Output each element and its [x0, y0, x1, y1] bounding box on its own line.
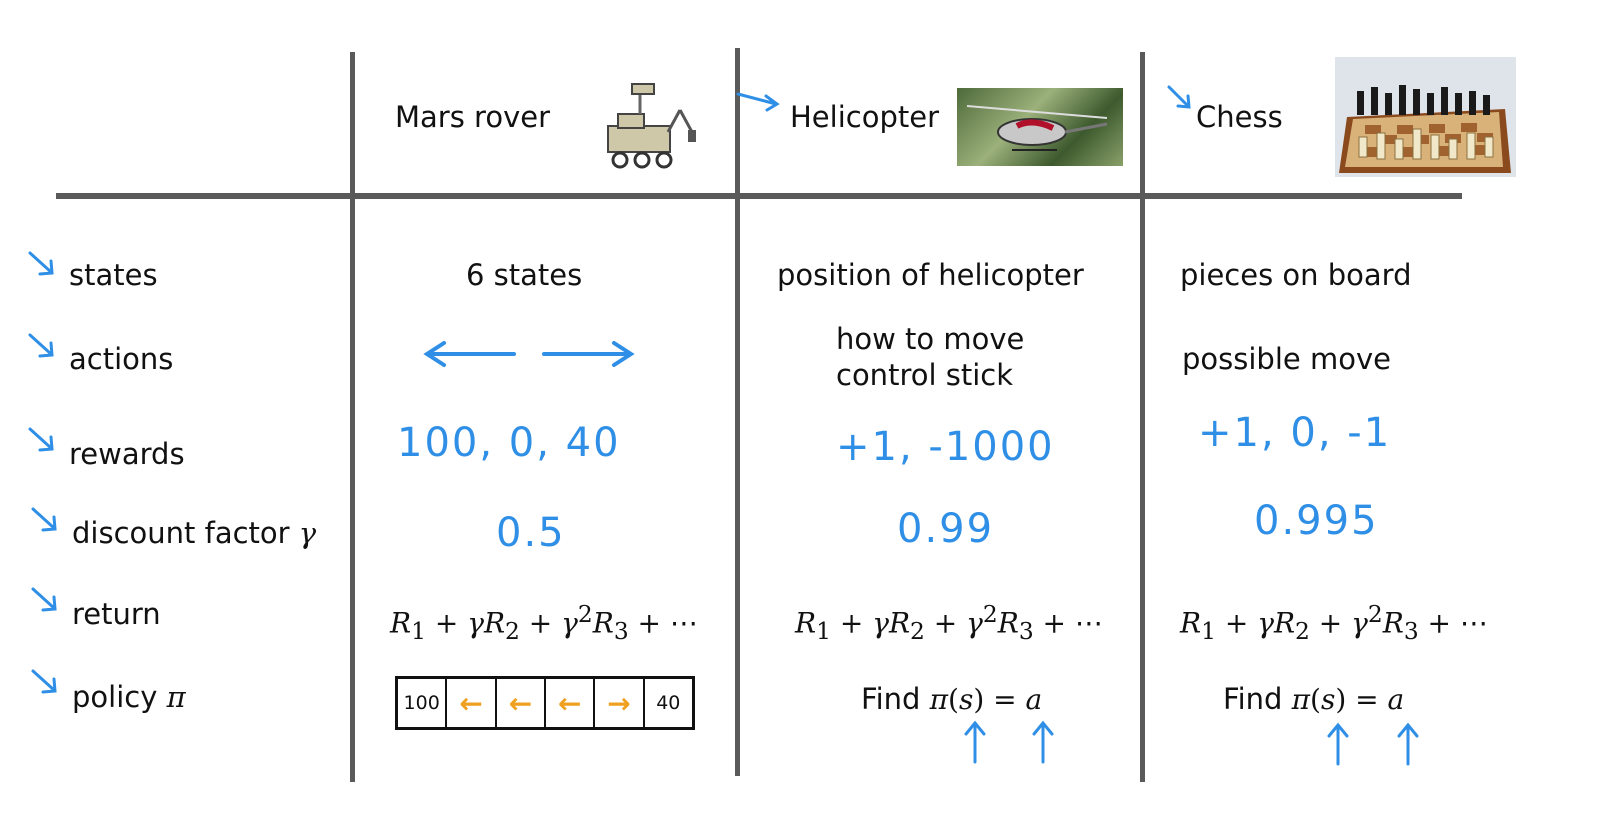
policy-cell-left-arrow: ←: [447, 679, 496, 727]
up-arrow-icon: [1031, 720, 1055, 764]
pi-symbol: π: [167, 680, 186, 714]
chess-discount: 0.995: [1254, 498, 1379, 544]
helicopter-states: position of helicopter: [777, 258, 1084, 292]
column-divider-1: [350, 52, 355, 782]
chess-policy: Find π(s) = a: [1223, 682, 1404, 716]
chessboard-photo: [1335, 57, 1516, 177]
policy-cell-reward-right: 40: [645, 679, 692, 727]
gamma-symbol: γ: [299, 516, 316, 550]
helicopter-actions-line2: control stick: [836, 358, 1013, 392]
helicopter-rewards: +1, -1000: [836, 424, 1055, 470]
check-arrow-icon: [27, 426, 59, 456]
policy-formula: π(s) = a: [930, 683, 1043, 716]
column-title-helicopter: Helicopter: [790, 100, 939, 134]
find-text: Find: [861, 682, 920, 716]
row-label-return: return: [72, 597, 161, 631]
header-divider: [56, 193, 1462, 199]
chess-rewards: +1, 0, -1: [1198, 410, 1391, 456]
up-arrow-icon: [963, 720, 987, 764]
check-arrow-icon: [30, 668, 62, 698]
chess-actions: possible move: [1182, 342, 1391, 376]
row-label-discount-factor: discount factor γ: [72, 516, 316, 550]
policy-text: policy: [72, 680, 157, 714]
policy-cell-right-arrow: →: [595, 679, 644, 727]
column-divider-3: [1140, 52, 1145, 782]
policy-cell-left-arrow: ←: [497, 679, 546, 727]
helicopter-policy: Find π(s) = a: [861, 682, 1042, 716]
row-label-states: states: [69, 258, 158, 292]
helicopter-return-formula: R1 + γR2 + γ2R3 + ⋯: [795, 600, 1103, 645]
policy-cell-reward-left: 100: [398, 679, 447, 727]
check-arrow-icon: [736, 88, 782, 114]
check-arrow-icon: [27, 250, 59, 280]
helicopter-discount: 0.99: [897, 506, 994, 552]
mars-return-formula: R1 + γR2 + γ2R3 + ⋯: [390, 600, 698, 645]
column-divider-2: [735, 48, 740, 776]
mars-discount: 0.5: [496, 510, 566, 556]
policy-cell-left-arrow: ←: [546, 679, 595, 727]
check-arrow-icon: [30, 586, 62, 616]
up-arrow-icon: [1326, 722, 1350, 766]
right-arrow-icon: [540, 340, 636, 368]
row-label-rewards: rewards: [69, 437, 185, 471]
helicopter-photo: [957, 88, 1123, 166]
mars-rewards: 100, 0, 40: [397, 420, 621, 466]
check-arrow-icon: [27, 332, 59, 362]
up-arrow-icon: [1396, 722, 1420, 766]
row-label-actions: actions: [69, 342, 173, 376]
chess-states: pieces on board: [1180, 258, 1412, 292]
discount-factor-text: discount factor: [72, 516, 290, 550]
mars-states: 6 states: [466, 258, 582, 292]
left-arrow-icon: [422, 340, 518, 368]
check-arrow-icon: [30, 506, 62, 536]
column-title-mars-rover: Mars rover: [395, 100, 550, 134]
column-title-chess: Chess: [1196, 100, 1283, 134]
policy-formula: π(s) = a: [1292, 683, 1405, 716]
row-label-policy: policy π: [72, 680, 186, 714]
mars-rover-icon: [604, 82, 700, 174]
find-text: Find: [1223, 682, 1282, 716]
chess-return-formula: R1 + γR2 + γ2R3 + ⋯: [1180, 600, 1488, 645]
mars-policy-grid: 100 ← ← ← → 40: [395, 676, 695, 730]
helicopter-actions-line1: how to move: [836, 322, 1024, 356]
check-arrow-icon: [1166, 84, 1196, 114]
